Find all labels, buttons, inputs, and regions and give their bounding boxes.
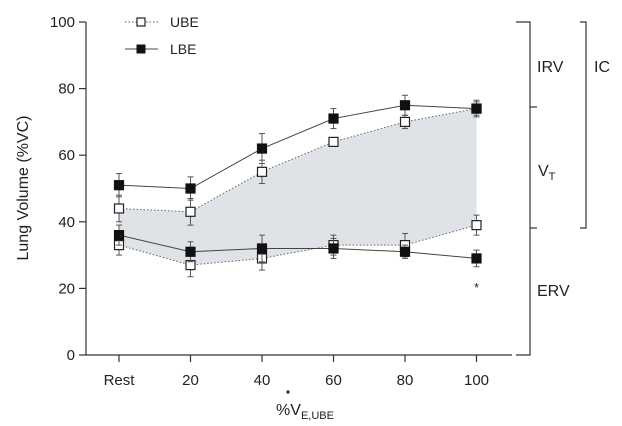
legend-lbe-label: LBE xyxy=(170,41,196,57)
x-tick-label: 20 xyxy=(182,372,199,389)
series-lbe-end-expiratory xyxy=(113,224,482,268)
x-tick-label: 60 xyxy=(325,372,342,389)
data-point xyxy=(256,166,268,177)
data-point xyxy=(328,136,339,147)
significance-star: * xyxy=(474,280,479,295)
data-point xyxy=(185,206,196,217)
y-tick-label: 40 xyxy=(58,214,75,231)
data-point xyxy=(256,143,268,154)
vt-label-sub: T xyxy=(549,171,556,183)
legend-item-ube: UBE xyxy=(125,14,199,30)
series-line xyxy=(118,108,477,213)
y-tick-label: 80 xyxy=(58,81,75,98)
data-point xyxy=(471,103,482,114)
x-tick-label: Rest xyxy=(104,372,136,389)
vt-label: VT xyxy=(538,163,556,183)
legend-ube-marker xyxy=(136,17,146,27)
data-point xyxy=(185,246,196,257)
svg-text:%VE,UBE: %VE,UBE xyxy=(276,402,334,422)
data-point xyxy=(328,113,339,124)
y-tick-label: 60 xyxy=(58,147,75,164)
ic-label: IC xyxy=(594,59,610,76)
x-tick-label: 100 xyxy=(464,372,489,389)
series-layer xyxy=(113,94,482,278)
data-point xyxy=(113,230,125,241)
legend-item-lbe: LBE xyxy=(125,41,196,57)
ic-bracket xyxy=(580,21,587,229)
y-tick-label: 20 xyxy=(58,280,75,297)
x-axis-label-sub: E,UBE xyxy=(301,410,334,422)
data-point xyxy=(113,203,125,214)
series-line xyxy=(118,224,477,266)
x-axis-label-base: V xyxy=(290,402,301,419)
legend-lbe-marker xyxy=(136,44,146,54)
legend: UBE LBE xyxy=(125,14,199,57)
data-point xyxy=(256,243,268,254)
legend-ube-label: UBE xyxy=(170,14,199,30)
data-point xyxy=(399,246,411,257)
axes xyxy=(85,22,512,356)
data-point xyxy=(328,243,339,254)
data-point xyxy=(113,180,125,191)
x-ticks: Rest 20 40 60 80 100 xyxy=(104,355,489,389)
x-tick-label: 40 xyxy=(254,372,271,389)
data-point xyxy=(399,116,411,128)
data-point xyxy=(471,220,482,231)
x-axis-label-prefix: % xyxy=(276,402,290,419)
y-axis-label: Lung Volume (%VC) xyxy=(15,116,32,261)
data-point xyxy=(185,183,196,194)
y-tick-label: 0 xyxy=(67,347,75,364)
y-tick-label: 100 xyxy=(50,14,75,31)
irv-label: IRV xyxy=(537,59,564,76)
vt-label-base: V xyxy=(538,163,549,180)
data-point xyxy=(399,100,411,111)
series-line xyxy=(118,104,477,190)
y-ticks: 0 20 40 60 80 100 xyxy=(50,14,86,364)
x-axis-label-dot xyxy=(286,390,290,394)
inspiratory-bracket xyxy=(516,21,531,356)
erv-label: ERV xyxy=(537,283,570,300)
x-tick-label: 80 xyxy=(397,372,414,389)
data-point xyxy=(471,253,482,264)
volume-brackets xyxy=(516,21,587,356)
series-lbe-end-inspiratory xyxy=(113,94,482,201)
x-axis-label: %VE,UBE xyxy=(276,390,334,422)
ube-shaded-band xyxy=(119,108,477,266)
series-line xyxy=(118,234,477,259)
